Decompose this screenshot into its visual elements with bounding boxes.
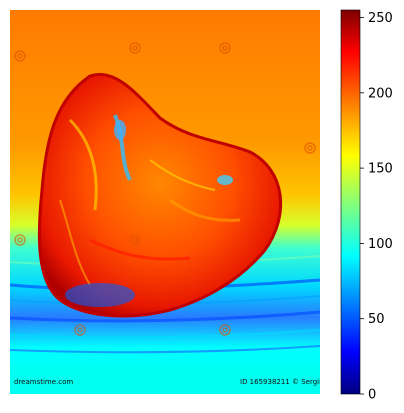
watermark-left: dreamstime.com xyxy=(14,378,73,386)
colorbar-ticks: 0 50 100 150 200 250 xyxy=(360,11,393,403)
colorbar-gradient xyxy=(341,10,360,394)
colorbar-tick-label: 200 xyxy=(368,86,393,101)
colorbar-tick-label: 50 xyxy=(368,312,385,327)
colorbar-tick-label: 150 xyxy=(368,162,393,177)
colorbar: 0 50 100 150 200 250 xyxy=(340,9,393,403)
bottom-strip xyxy=(10,366,320,394)
heatmap-image: dreamstime.com ID 165938211 © Sergii Kol… xyxy=(10,10,355,394)
nut-shape xyxy=(37,73,283,318)
colorbar-tick-label: 250 xyxy=(368,11,393,26)
watermark-swirls xyxy=(14,42,316,336)
colorbar-frame xyxy=(340,9,361,395)
watermark-right: ID 165938211 © Sergii Kolesnyk xyxy=(240,378,355,386)
colorbar-tick-label: 100 xyxy=(368,237,393,252)
colorbar-tick-label: 0 xyxy=(368,388,376,403)
